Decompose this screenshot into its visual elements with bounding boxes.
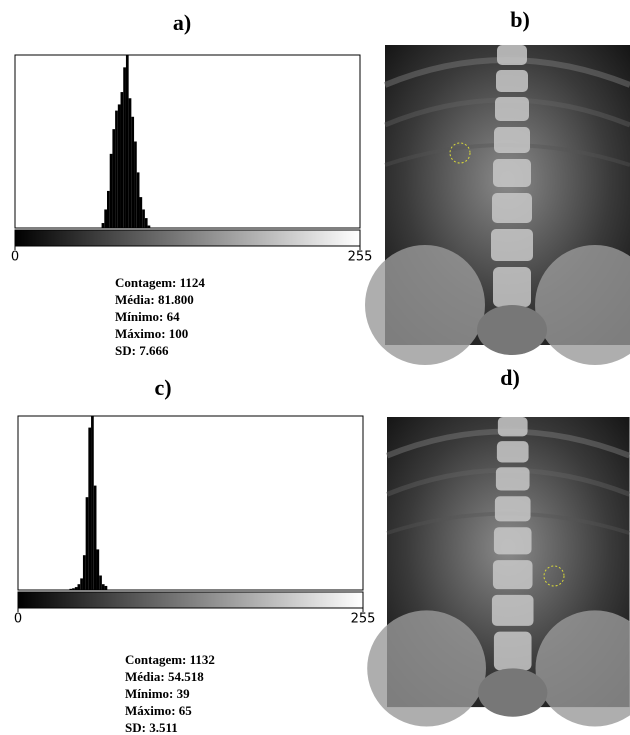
x-tick-label: 255 (348, 250, 373, 265)
histogram-bar (91, 416, 94, 590)
histogram-bar (105, 586, 108, 590)
stat-line: Média: 54.518 (125, 669, 204, 684)
panel-label: b) (510, 7, 530, 32)
histogram-bar (69, 589, 72, 590)
xray-d (367, 417, 630, 726)
stat-line: Contagem: 1132 (125, 652, 215, 667)
histogram-bar (126, 55, 129, 228)
stat-line: Contagem: 1124 (115, 275, 205, 290)
stat-line: Máximo: 65 (125, 703, 192, 718)
histogram-bar (137, 172, 140, 228)
histogram-bar (139, 197, 142, 228)
histogram-bar (102, 584, 105, 590)
stat-line: Média: 81.800 (115, 292, 194, 307)
histogram-bar (110, 154, 113, 228)
stat-line: Mínimo: 39 (125, 686, 190, 701)
gray-scale-bar (15, 230, 360, 246)
histogram-bar (83, 555, 86, 590)
histogram-bar (94, 486, 97, 590)
histogram-bar (80, 578, 83, 590)
histogram-bar (104, 209, 107, 228)
histogram-bar (88, 428, 91, 590)
stat-line: Máximo: 100 (115, 326, 188, 341)
plot-frame (18, 416, 363, 590)
histogram-bar (129, 98, 132, 228)
histogram-bar (121, 92, 124, 228)
histogram-bar (148, 226, 151, 228)
x-tick-label: 0 (11, 250, 19, 265)
histogram-bar (131, 117, 134, 228)
histogram-bar (123, 67, 126, 228)
stat-line: SD: 3.511 (125, 720, 178, 735)
plot-frame (15, 55, 360, 228)
histogram-bar (102, 223, 105, 228)
x-tick-label: 0 (14, 612, 22, 627)
histogram-bar (96, 549, 99, 590)
histogram-bar (107, 191, 110, 228)
panel-label: d) (500, 365, 520, 390)
panel-label: c) (154, 375, 171, 400)
figure: b) d) a) 0 255 Contagem: 1124 Média: 81.800 M… (0, 0, 630, 735)
xray-b (365, 45, 630, 365)
stat-line: SD: 7.666 (115, 343, 169, 358)
histogram-bar (145, 218, 148, 228)
histogram-bar (75, 587, 78, 590)
histogram-bar (142, 209, 145, 228)
histogram-bar (118, 104, 121, 228)
histogram-bar (86, 497, 89, 590)
histogram-bar (78, 584, 81, 590)
gray-scale-bar (18, 592, 363, 608)
panel-label: a) (173, 10, 191, 35)
histogram-bar (99, 576, 102, 591)
histogram-bar (72, 588, 75, 590)
histogram-bar (112, 129, 115, 228)
histogram-bar (134, 142, 137, 229)
stat-line: Mínimo: 64 (115, 309, 180, 324)
x-tick-label: 255 (351, 612, 376, 627)
histogram-bar (115, 111, 118, 228)
